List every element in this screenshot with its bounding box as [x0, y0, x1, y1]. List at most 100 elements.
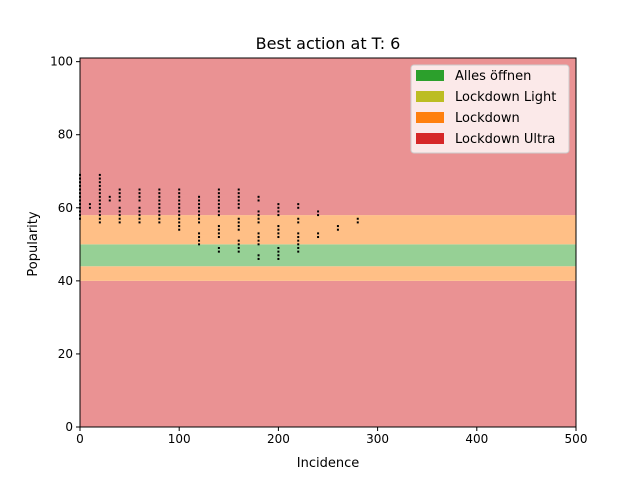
- data-point: [257, 195, 260, 198]
- data-point: [277, 228, 280, 231]
- data-point: [317, 210, 320, 213]
- data-point: [138, 206, 141, 209]
- data-point: [158, 217, 161, 220]
- data-point: [138, 188, 141, 191]
- data-point: [297, 232, 300, 235]
- data-point: [237, 228, 240, 231]
- legend-swatch: [416, 70, 444, 81]
- data-point: [237, 206, 240, 209]
- data-point: [178, 221, 181, 224]
- data-point: [198, 195, 201, 198]
- data-point: [237, 188, 240, 191]
- data-point: [217, 228, 220, 231]
- data-point: [158, 199, 161, 202]
- data-point: [257, 199, 260, 202]
- data-point: [237, 225, 240, 228]
- data-point: [237, 195, 240, 198]
- data-point: [198, 199, 201, 202]
- data-point: [158, 221, 161, 224]
- data-point: [158, 210, 161, 213]
- data-point: [138, 217, 141, 220]
- data-point: [98, 206, 101, 209]
- data-point: [178, 228, 181, 231]
- data-point: [217, 246, 220, 249]
- data-point: [237, 217, 240, 220]
- data-point: [158, 206, 161, 209]
- data-point: [217, 236, 220, 239]
- data-point: [277, 246, 280, 249]
- data-point: [217, 203, 220, 206]
- data-point: [98, 210, 101, 213]
- data-point: [178, 203, 181, 206]
- x-axis-label: Incidence: [297, 456, 359, 471]
- data-point: [158, 203, 161, 206]
- data-point: [138, 195, 141, 198]
- data-point: [317, 214, 320, 217]
- y-axis-label: Popularity: [26, 211, 41, 276]
- action-regions: [80, 58, 576, 427]
- data-point: [198, 206, 201, 209]
- data-point: [98, 214, 101, 217]
- data-point: [297, 217, 300, 220]
- legend-label: Lockdown Light: [455, 90, 556, 105]
- legend-label: Lockdown: [455, 111, 520, 126]
- data-point: [98, 184, 101, 187]
- data-point: [178, 192, 181, 195]
- data-point: [217, 192, 220, 195]
- data-point: [98, 199, 101, 202]
- data-point: [178, 210, 181, 213]
- data-point: [217, 214, 220, 217]
- data-point: [198, 239, 201, 242]
- data-point: [118, 214, 121, 217]
- data-point: [98, 192, 101, 195]
- data-point: [118, 217, 121, 220]
- data-point: [277, 250, 280, 253]
- chart-title: Best action at T: 6: [256, 34, 401, 53]
- region-band-0: [80, 280, 576, 427]
- data-point: [108, 195, 111, 198]
- region-band-1: [80, 266, 576, 281]
- data-point: [178, 199, 181, 202]
- data-point: [257, 243, 260, 246]
- data-point: [297, 246, 300, 249]
- data-point: [297, 239, 300, 242]
- legend-swatch: [416, 91, 444, 102]
- data-point: [88, 203, 91, 206]
- data-point: [158, 214, 161, 217]
- data-point: [257, 217, 260, 220]
- data-point: [336, 228, 339, 231]
- data-point: [118, 188, 121, 191]
- x-tick-label: 300: [366, 432, 389, 446]
- data-point: [98, 173, 101, 176]
- data-point: [297, 221, 300, 224]
- y-tick-label: 100: [50, 55, 73, 69]
- data-point: [118, 210, 121, 213]
- data-point: [297, 203, 300, 206]
- data-point: [138, 199, 141, 202]
- data-point: [98, 221, 101, 224]
- data-point: [98, 203, 101, 206]
- data-point: [138, 192, 141, 195]
- data-point: [198, 203, 201, 206]
- data-point: [277, 257, 280, 260]
- legend-label: Lockdown Ultra: [455, 132, 555, 147]
- data-point: [217, 188, 220, 191]
- data-point: [297, 206, 300, 209]
- data-point: [257, 239, 260, 242]
- legend-label: Alles öffnen: [455, 69, 531, 84]
- data-point: [138, 214, 141, 217]
- data-point: [158, 188, 161, 191]
- legend-swatch: [416, 112, 444, 123]
- data-point: [277, 214, 280, 217]
- plot-frame: [79, 57, 577, 428]
- data-point: [88, 206, 91, 209]
- data-point: [178, 188, 181, 191]
- data-point: [277, 254, 280, 257]
- data-point: [118, 221, 121, 224]
- data-point: [356, 221, 359, 224]
- data-point: [178, 225, 181, 228]
- data-point: [198, 221, 201, 224]
- data-point: [336, 225, 339, 228]
- data-point: [118, 195, 121, 198]
- data-point: [257, 214, 260, 217]
